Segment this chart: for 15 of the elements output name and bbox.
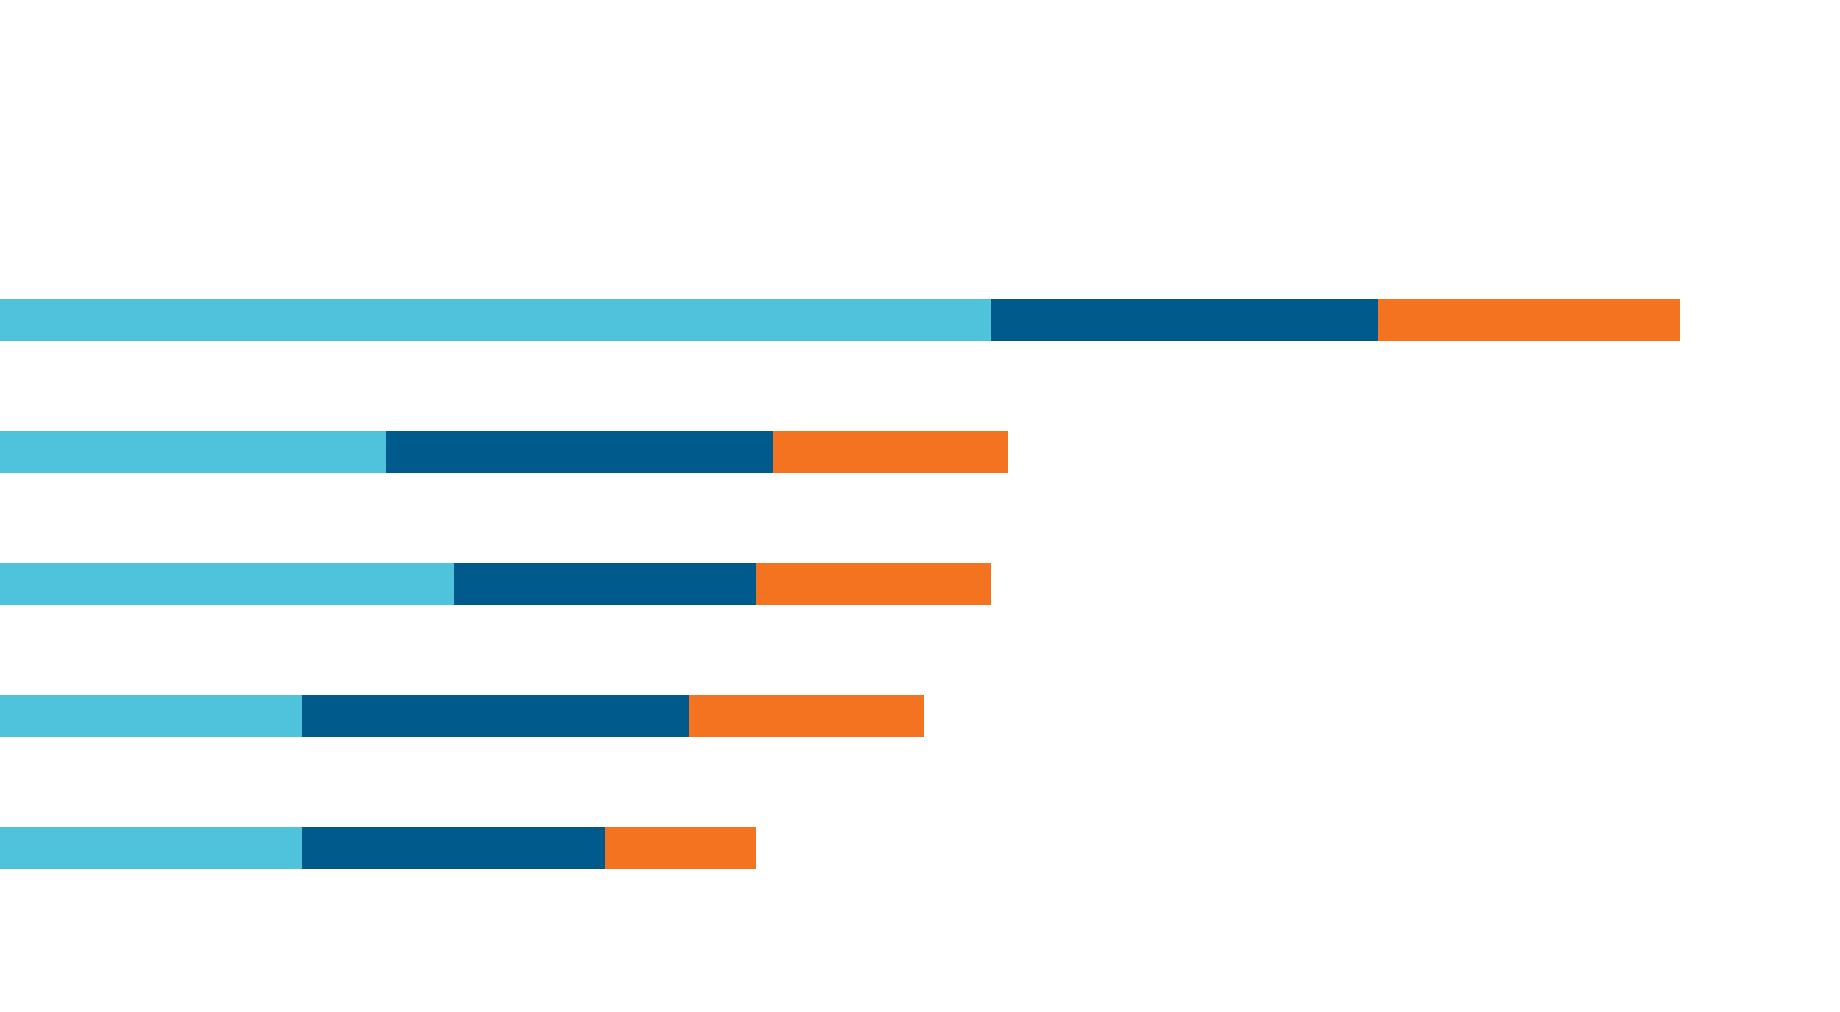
- bar: [688, 694, 924, 738]
- bar: [0, 298, 992, 341]
- bar: [386, 430, 773, 473]
- bar: [453, 562, 756, 606]
- bar: [1377, 298, 1680, 341]
- bar: [302, 694, 689, 738]
- bar: [0, 430, 387, 473]
- bar: [302, 827, 605, 870]
- bar: [0, 694, 303, 738]
- bar: [604, 827, 756, 870]
- bar: [0, 562, 454, 606]
- bar: [991, 298, 1378, 341]
- bar: [756, 562, 992, 606]
- bar: [772, 430, 1008, 473]
- bar: [0, 827, 303, 870]
